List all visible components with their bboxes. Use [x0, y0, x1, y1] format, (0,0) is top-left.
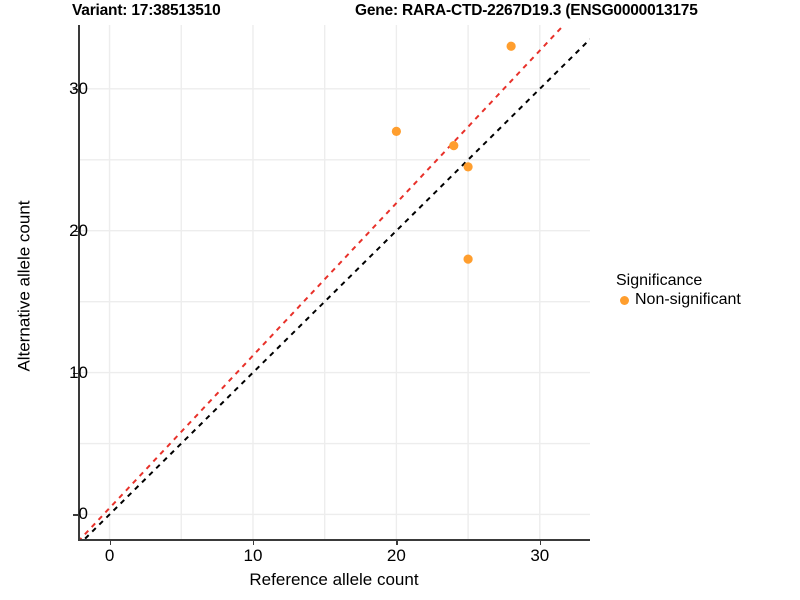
legend-entry[interactable]: Non-significant: [616, 291, 800, 309]
chart-title-bar: Variant: 17:38513510 Gene: RARA-CTD-2267…: [0, 0, 800, 26]
scatter-plot-area: [78, 25, 590, 540]
x-tick-label: 10: [243, 546, 263, 565]
variant-title: Variant: 17:38513510: [72, 2, 221, 19]
y-tick-label: 0: [78, 504, 88, 524]
x-tick-mark: [539, 540, 541, 545]
y-tick-mark: [73, 372, 78, 374]
x-tick-mark: [396, 540, 398, 545]
reference-lines: [78, 25, 590, 540]
y-tick-label: 20: [69, 220, 88, 240]
y-tick-mark: [73, 514, 78, 516]
x-axis-title: Reference allele count: [249, 570, 419, 589]
legend-entries: Non-significant: [616, 291, 800, 309]
legend-marker-icon: [620, 295, 629, 305]
legend-title: Significance: [616, 272, 703, 289]
x-tick-label: 30: [530, 546, 550, 565]
y-tick-mark: [73, 230, 78, 232]
plot-canvas: [78, 25, 590, 540]
legend-entry-label: Non-significant: [635, 291, 741, 308]
gene-title: Gene: RARA-CTD-2267D19.3 (ENSG0000013175: [355, 2, 698, 19]
legend: Significance Non-significant: [616, 272, 800, 309]
x-tick-mark: [109, 540, 111, 545]
y-tick-label: 30: [69, 78, 88, 98]
gridlines: [78, 25, 590, 540]
x-tick-label: 20: [386, 546, 406, 565]
y-tick-mark: [73, 88, 78, 91]
x-tick-label: 0: [104, 546, 115, 565]
data-points: [391, 41, 516, 264]
y-axis-title: Alternative allele count: [14, 200, 34, 372]
x-axis-spine: [78, 539, 590, 541]
y-axis-spine: [78, 25, 80, 540]
x-tick-mark: [252, 540, 255, 545]
y-tick-label: 10: [69, 362, 88, 382]
